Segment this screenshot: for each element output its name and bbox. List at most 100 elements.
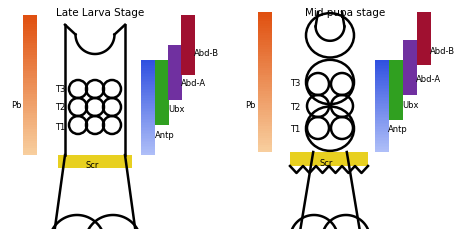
Bar: [141, 103, 155, 104]
Bar: [23, 136, 37, 139]
Bar: [258, 52, 272, 54]
Bar: [258, 38, 272, 40]
Bar: [375, 117, 389, 118]
Bar: [141, 133, 155, 134]
Bar: [141, 131, 155, 133]
Bar: [23, 78, 37, 80]
Bar: [375, 94, 389, 95]
Bar: [258, 59, 272, 61]
Bar: [141, 87, 155, 88]
Bar: [141, 112, 155, 114]
Bar: [258, 82, 272, 84]
Bar: [141, 84, 155, 85]
Bar: [258, 61, 272, 63]
Bar: [375, 123, 389, 124]
Bar: [141, 141, 155, 142]
Bar: [23, 83, 37, 85]
Bar: [375, 60, 389, 62]
Bar: [375, 129, 389, 131]
Bar: [258, 96, 272, 98]
Bar: [375, 100, 389, 101]
Bar: [389, 60, 403, 120]
Bar: [375, 78, 389, 80]
Bar: [141, 114, 155, 115]
Bar: [375, 85, 389, 86]
Bar: [258, 63, 272, 66]
Bar: [375, 104, 389, 106]
Bar: [258, 17, 272, 19]
Text: Mid pupa stage: Mid pupa stage: [305, 8, 385, 18]
Bar: [258, 89, 272, 91]
Bar: [141, 65, 155, 66]
Bar: [375, 62, 389, 63]
Bar: [23, 31, 37, 34]
Text: Abd-B: Abd-B: [430, 47, 455, 57]
Bar: [23, 127, 37, 129]
Bar: [141, 63, 155, 65]
Bar: [258, 35, 272, 38]
Bar: [23, 76, 37, 78]
Bar: [141, 81, 155, 82]
Bar: [23, 148, 37, 150]
Bar: [141, 153, 155, 155]
Bar: [375, 144, 389, 146]
Bar: [375, 98, 389, 100]
Bar: [23, 97, 37, 99]
Bar: [141, 149, 155, 150]
Bar: [375, 109, 389, 111]
Bar: [141, 130, 155, 131]
Bar: [375, 63, 389, 65]
Bar: [23, 29, 37, 31]
Bar: [141, 126, 155, 128]
Bar: [375, 77, 389, 78]
Bar: [258, 40, 272, 42]
Bar: [375, 65, 389, 66]
Bar: [23, 50, 37, 52]
Bar: [375, 118, 389, 120]
Bar: [258, 54, 272, 56]
Bar: [258, 145, 272, 147]
Bar: [23, 94, 37, 97]
Bar: [141, 139, 155, 141]
Text: T2: T2: [55, 104, 65, 112]
Bar: [375, 112, 389, 114]
Bar: [258, 136, 272, 138]
Bar: [258, 129, 272, 131]
Bar: [258, 117, 272, 119]
Bar: [141, 76, 155, 77]
Bar: [141, 115, 155, 117]
Bar: [375, 97, 389, 98]
Text: T1: T1: [55, 123, 65, 133]
Bar: [23, 17, 37, 20]
Bar: [141, 107, 155, 109]
Bar: [23, 118, 37, 120]
Bar: [141, 142, 155, 144]
Bar: [375, 141, 389, 143]
Bar: [23, 150, 37, 153]
Bar: [375, 143, 389, 144]
Bar: [375, 134, 389, 135]
Bar: [141, 106, 155, 107]
Text: Pb: Pb: [246, 101, 256, 109]
Bar: [258, 147, 272, 150]
Bar: [141, 150, 155, 152]
Bar: [141, 134, 155, 136]
Bar: [23, 99, 37, 101]
Bar: [258, 12, 272, 14]
Bar: [375, 120, 389, 121]
Bar: [258, 45, 272, 47]
Bar: [375, 131, 389, 132]
Bar: [375, 115, 389, 117]
Bar: [141, 144, 155, 145]
Bar: [141, 96, 155, 98]
Bar: [23, 139, 37, 141]
Bar: [23, 120, 37, 122]
Bar: [23, 62, 37, 64]
Bar: [258, 133, 272, 136]
Text: Pb: Pb: [11, 101, 22, 109]
Text: Abd-A: Abd-A: [181, 79, 206, 87]
Text: Late Larva Stage: Late Larva Stage: [56, 8, 144, 18]
Bar: [375, 88, 389, 89]
Bar: [375, 114, 389, 115]
Bar: [375, 126, 389, 128]
